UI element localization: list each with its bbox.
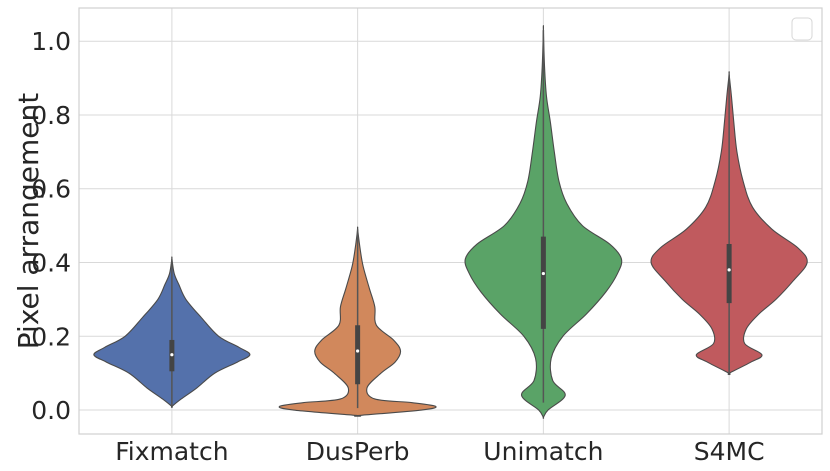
x-tick-label: S4MC xyxy=(694,437,765,466)
y-axis-label: Pixel arrangement xyxy=(12,93,45,350)
y-axis-ticks: 0.0 0.2 0.4 0.6 0.8 1.0 xyxy=(31,27,71,425)
median-point-unimatch xyxy=(541,271,545,276)
y-tick-label: 0.6 xyxy=(31,175,71,204)
violins xyxy=(93,24,808,419)
box-stats xyxy=(169,30,732,409)
y-tick-label: 0.0 xyxy=(31,396,71,425)
x-tick-label: Unimatch xyxy=(483,437,603,466)
median-point-dusperb xyxy=(356,349,360,353)
legend-box xyxy=(791,17,813,41)
median-point-fixmatch xyxy=(170,353,174,357)
plot-frame xyxy=(78,7,823,435)
median-point-s4mc xyxy=(727,268,731,272)
x-axis-ticks: Fixmatch DusPerb Unimatch S4MC xyxy=(115,437,764,466)
y-tick-label: 0.2 xyxy=(31,322,71,351)
x-tick-label: Fixmatch xyxy=(115,437,228,466)
y-tick-label: 0.4 xyxy=(31,248,71,277)
x-tick-label: DusPerb xyxy=(306,437,410,466)
y-tick-label: 1.0 xyxy=(31,27,71,56)
y-tick-label: 0.8 xyxy=(31,101,71,130)
